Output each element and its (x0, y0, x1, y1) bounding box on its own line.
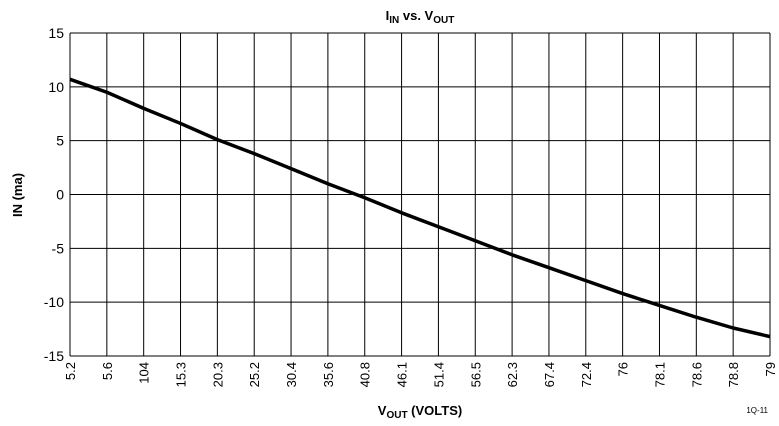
x-tick-label: 5.2 (63, 362, 78, 380)
x-tick-label: 20.3 (210, 362, 225, 387)
x-tick-label: 72.4 (579, 362, 594, 387)
x-tick-label: 67.4 (542, 362, 557, 387)
x-tick-label: 78.1 (652, 362, 667, 387)
x-tick-label: 76 (616, 362, 631, 376)
x-tick-label: 51.4 (431, 362, 446, 387)
x-tick-label: 40.8 (358, 362, 373, 387)
title-part: IN (389, 15, 399, 26)
data-line (69, 77, 771, 339)
y-tick-label: 15 (48, 25, 64, 41)
x-label-part: V (378, 403, 387, 418)
y-tick-label: -15 (44, 348, 64, 364)
title-part: I (386, 8, 390, 23)
x-tick-label: 78.6 (689, 362, 704, 387)
x-tick-label: 25.2 (247, 362, 262, 387)
x-tick-label: 56.5 (468, 362, 483, 387)
x-tick-label: 79 (763, 362, 778, 376)
x-tick-label: 46.1 (395, 362, 410, 387)
footnote: 1Q-11 (746, 406, 768, 415)
x-tick-label: 15.3 (174, 362, 189, 387)
x-tick-label: 78.8 (726, 362, 741, 387)
x-tick-label: 104 (137, 362, 152, 384)
y-tick-label: -5 (52, 240, 65, 256)
chart-title: IIN vs. VOUT (386, 8, 455, 26)
y-tick-label: 5 (56, 133, 64, 149)
x-tick-label: 30.4 (284, 362, 299, 387)
title-part: OUT (433, 15, 454, 26)
y-axis-label: IN (ma) (10, 173, 25, 217)
x-label-part: OUT (386, 410, 407, 421)
title-part: vs. V (399, 8, 433, 23)
x-tick-label: 62.3 (505, 362, 520, 387)
x-axis-label: VOUT (VOLTS) (378, 403, 462, 421)
y-tick-label: -10 (44, 294, 64, 310)
x-label-part: (VOLTS) (408, 403, 463, 418)
y-tick-label: 0 (56, 187, 64, 203)
x-tick-label: 35.6 (321, 362, 336, 387)
x-tick-label: 5.6 (100, 362, 115, 380)
y-tick-label: 10 (48, 79, 64, 95)
